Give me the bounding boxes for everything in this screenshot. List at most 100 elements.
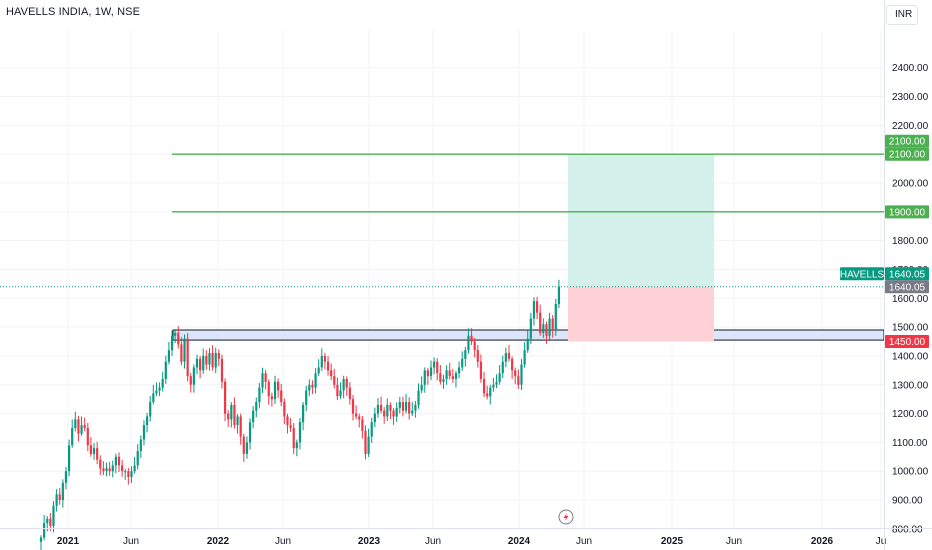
candle-up (420, 384, 423, 391)
candle-down (348, 387, 351, 400)
candle-up (149, 402, 152, 417)
candle-up (301, 404, 305, 423)
candle-up (526, 338, 529, 351)
candle-up (202, 355, 205, 371)
target-2-badge-text: 1900.00 (889, 207, 926, 218)
price-badges: 2100.00 2100.00 1900.00 HAVELLS 1640.05 1640.… (840, 134, 929, 349)
support-zone (172, 329, 885, 341)
stop-loss-badge-text: 1450.00 (889, 337, 926, 348)
x-axis-tick-label: Jun (123, 536, 139, 547)
candle-up (64, 471, 68, 483)
candle-down (517, 376, 520, 385)
candle-up (252, 410, 255, 423)
candle-down (292, 427, 295, 449)
candle-up (80, 425, 83, 434)
y-axis-tick-label: 900.00 (892, 496, 923, 507)
candle-up (423, 370, 426, 385)
x-axis-tick-label: 2023 (358, 536, 381, 547)
candle-down (486, 393, 489, 397)
y-axis-tick-label: 1400.00 (892, 351, 929, 362)
y-axis-tick-label: 1200.00 (892, 409, 929, 420)
target-1-axis-badge: 2100.00 (885, 147, 929, 161)
x-axis-tick-label: 2022 (207, 536, 230, 547)
candle-up (258, 387, 261, 403)
candle-down (439, 373, 442, 382)
y-axis-tick-label: 1500.00 (892, 323, 929, 334)
candle-down (289, 425, 292, 428)
candle-down (345, 378, 348, 388)
candle-up (111, 465, 114, 472)
candle-up (43, 523, 46, 538)
candle-up (373, 413, 376, 423)
target-2-badge-bg (885, 205, 929, 219)
candle-up (404, 402, 408, 411)
candle-down (539, 312, 542, 333)
candle-down (408, 402, 411, 414)
candle-down (233, 404, 236, 426)
candle-up (557, 286, 561, 305)
candle-down (199, 358, 202, 371)
candle-up (230, 404, 233, 420)
candle-up (414, 404, 417, 411)
symbol-price-badge-bg (885, 267, 929, 281)
candle-up (370, 422, 373, 437)
candle-up (55, 494, 58, 506)
currency-selector[interactable]: INR (886, 5, 918, 25)
candle-down (180, 344, 183, 362)
candle-down (220, 358, 224, 382)
symbol-label-badge-text: HAVELLS (840, 269, 885, 280)
candle-up (114, 456, 117, 466)
candle-up (548, 318, 551, 336)
candle-up (152, 393, 155, 403)
candle-down (280, 390, 283, 403)
candle-up (145, 416, 149, 426)
stop-loss-badge-bg (885, 335, 929, 349)
candle-up (255, 402, 258, 411)
lightning-icon[interactable] (558, 509, 574, 525)
candle-up (417, 390, 420, 405)
candle-up (245, 442, 249, 454)
candle-up (520, 364, 523, 385)
candle-up (136, 451, 139, 466)
candle-down (323, 355, 327, 362)
candle-down (264, 373, 267, 382)
candle-down (77, 419, 80, 434)
candle-down (514, 370, 517, 377)
candle-down (102, 468, 105, 472)
candles (39, 279, 561, 550)
y-axis-tick-label: 1600.00 (892, 294, 929, 305)
y-axis-tick-label: 1800.00 (892, 236, 929, 247)
candle-up (142, 425, 146, 440)
candle-down (436, 361, 439, 374)
y-axis-tick-label: 1300.00 (892, 380, 929, 391)
candle-down (389, 404, 392, 411)
candle-up (195, 358, 199, 368)
y-axis-tick-label: 2200.00 (892, 121, 929, 132)
candle-up (208, 353, 211, 365)
candle-up (554, 304, 557, 330)
symbol-label-badge-bg (840, 267, 884, 281)
y-axis-tick-label: 800.00 (892, 524, 923, 535)
candle-down (89, 445, 93, 454)
candle-up (308, 384, 311, 391)
candle-down (99, 459, 102, 469)
candle-down (507, 353, 511, 359)
y-axis-tick-label: 2400.00 (892, 63, 929, 74)
candle-down (49, 518, 52, 526)
candle-up (529, 318, 532, 339)
candle-down (205, 355, 208, 365)
candle-up (192, 367, 195, 385)
candle-down (270, 396, 273, 400)
candle-up (133, 465, 136, 472)
candle-down (426, 370, 429, 377)
candle-down (351, 399, 355, 414)
candle-up (542, 324, 545, 333)
candle-up (495, 381, 498, 385)
event-markers (558, 509, 574, 525)
candle-up (67, 445, 71, 472)
candle-down (358, 416, 361, 420)
candle-up (174, 332, 177, 336)
candle-down (448, 370, 451, 377)
stop-loss-badge: 1450.00 (885, 335, 929, 349)
